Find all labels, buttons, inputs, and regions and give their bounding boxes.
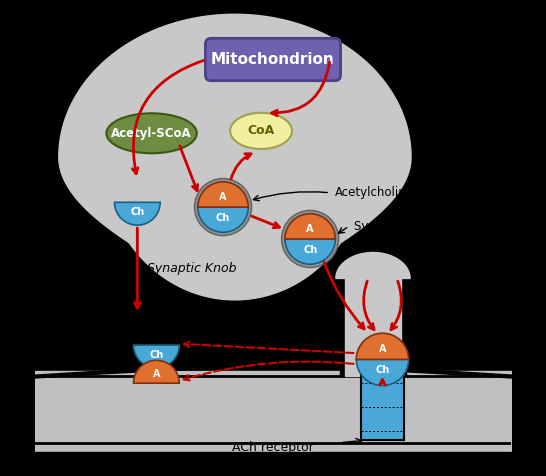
- Circle shape: [282, 210, 339, 268]
- Text: Acetyl-SCoA: Acetyl-SCoA: [111, 127, 192, 140]
- Text: ACh receptor: ACh receptor: [232, 441, 314, 454]
- Text: A: A: [379, 345, 386, 355]
- Wedge shape: [285, 239, 335, 264]
- Polygon shape: [330, 248, 416, 278]
- Text: Synaptic Knob: Synaptic Knob: [147, 262, 237, 276]
- Text: A: A: [219, 192, 227, 202]
- Text: Synaptic vesicle: Synaptic vesicle: [354, 219, 449, 233]
- Text: Mitochondrion: Mitochondrion: [211, 52, 335, 67]
- Text: A: A: [306, 224, 314, 234]
- Ellipse shape: [106, 113, 197, 153]
- Polygon shape: [52, 7, 418, 307]
- Polygon shape: [346, 278, 401, 376]
- FancyBboxPatch shape: [205, 39, 341, 81]
- Wedge shape: [285, 214, 335, 239]
- Text: Ch: Ch: [149, 350, 163, 360]
- Polygon shape: [336, 252, 410, 278]
- Wedge shape: [357, 359, 408, 386]
- Text: Acetylcholine: Acetylcholine: [335, 186, 414, 199]
- Wedge shape: [134, 345, 179, 368]
- Text: CoA: CoA: [247, 124, 275, 138]
- Wedge shape: [134, 360, 179, 383]
- Text: A: A: [153, 369, 160, 379]
- Wedge shape: [198, 182, 248, 207]
- Circle shape: [194, 178, 252, 236]
- Polygon shape: [59, 14, 411, 300]
- Text: Ch: Ch: [375, 366, 390, 376]
- Bar: [361, 374, 404, 440]
- Wedge shape: [357, 333, 408, 359]
- Text: Ch: Ch: [303, 245, 317, 255]
- Text: Ch: Ch: [130, 207, 145, 217]
- Ellipse shape: [230, 113, 292, 149]
- Polygon shape: [340, 276, 406, 376]
- Text: Ch: Ch: [216, 213, 230, 223]
- Wedge shape: [115, 202, 160, 225]
- Wedge shape: [198, 207, 248, 232]
